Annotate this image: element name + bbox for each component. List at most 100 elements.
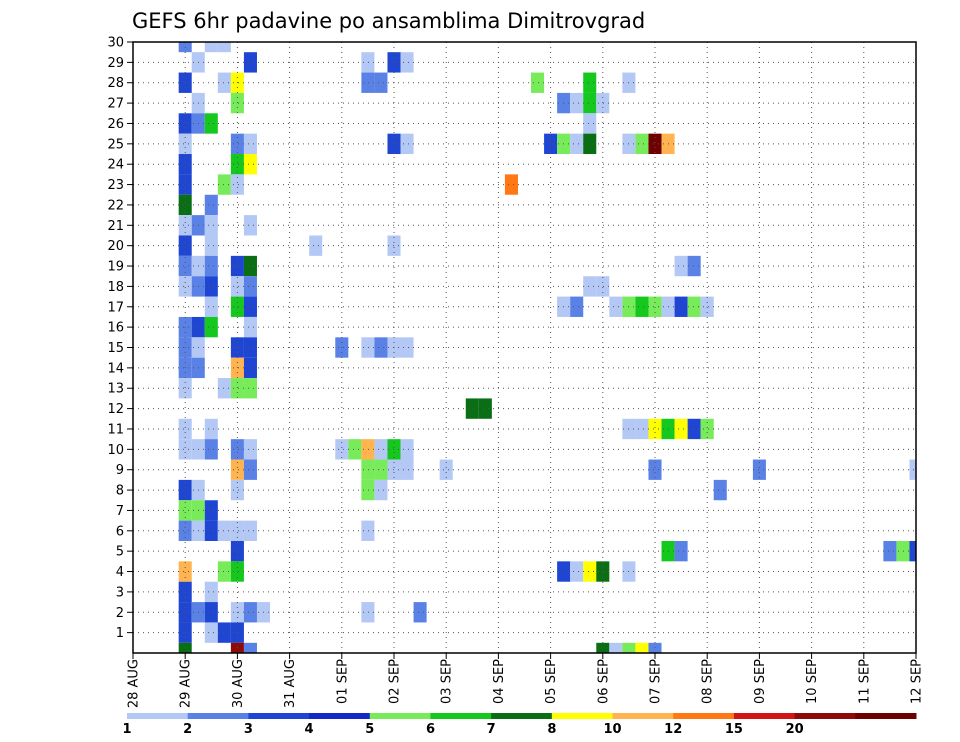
x-tick-label: 09 SEP	[753, 659, 768, 704]
precip-cell	[374, 479, 388, 501]
precip-cell	[361, 72, 375, 93]
precip-cell	[752, 459, 766, 480]
precip-cell	[309, 235, 323, 256]
precip-cell	[243, 52, 257, 73]
colorbar: 1 2 3 4 5 6 7 8 10 12 15 20	[122, 713, 917, 737]
precip-cell	[243, 296, 257, 317]
precip-cell	[178, 581, 192, 603]
precip-cell	[400, 133, 414, 155]
precip-cell	[243, 602, 257, 623]
colorbar-swatch	[309, 713, 371, 719]
precip-cell	[204, 622, 218, 643]
precip-cell	[217, 72, 231, 93]
x-tick-label: 29 AUG	[179, 659, 194, 708]
colorbar-label: 1	[122, 722, 131, 737]
precip-cell	[674, 418, 688, 440]
precip-cell	[583, 561, 597, 582]
precip-cell	[178, 561, 192, 582]
y-tick-label: 21	[107, 219, 124, 234]
grid-layer	[133, 42, 916, 653]
x-tick-label: 10 SEP	[805, 659, 820, 704]
y-tick-label: 14	[107, 361, 124, 376]
y-tick-label: 9	[116, 463, 124, 478]
precip-cell	[243, 642, 257, 653]
precip-cell	[583, 113, 597, 134]
x-tick-label: 31 AUG	[283, 659, 298, 708]
precip-cell	[400, 337, 414, 358]
colorbar-swatch	[673, 713, 735, 719]
x-tick-label: 05 SEP	[544, 659, 559, 704]
x-tick-label: 02 SEP	[388, 659, 403, 704]
colorbar-label: 8	[547, 722, 556, 737]
x-tick-label: 08 SEP	[701, 659, 716, 704]
precip-cell	[478, 398, 492, 419]
precip-cell	[648, 459, 662, 480]
x-tick-label: 07 SEP	[649, 659, 664, 704]
precip-cell	[178, 479, 192, 501]
x-tick-label: 11 SEP	[857, 659, 872, 704]
precip-cell	[178, 174, 192, 195]
precip-cell	[243, 459, 257, 480]
precip-cell	[374, 459, 388, 480]
precip-cell	[596, 561, 610, 582]
precip-cell	[544, 133, 558, 155]
precip-cell	[531, 72, 545, 93]
y-tick-label: 16	[107, 321, 124, 336]
precip-cell	[335, 439, 349, 460]
precip-cell	[204, 581, 218, 603]
x-tick-label: 06 SEP	[596, 659, 611, 704]
precip-cell	[178, 154, 192, 175]
precip-cell	[909, 459, 916, 480]
y-tick-label: 15	[107, 341, 124, 356]
x-tick-label: 01 SEP	[335, 659, 350, 704]
precip-cell	[896, 540, 910, 562]
precip-cell	[230, 174, 244, 195]
precip-cell	[504, 174, 518, 195]
precip-cell	[243, 439, 257, 460]
precip-cell	[674, 540, 688, 562]
y-tick-label: 29	[107, 56, 124, 71]
colorbar-swatch	[369, 713, 431, 719]
y-tick-label: 30	[107, 36, 124, 51]
precip-cell	[687, 296, 701, 317]
colorbar-label: 6	[426, 722, 435, 737]
precip-cell	[570, 561, 584, 582]
precip-cell	[243, 520, 257, 541]
precip-cell	[596, 276, 610, 297]
precip-cell	[178, 276, 192, 297]
precip-cell	[217, 42, 231, 53]
precip-cell	[400, 439, 414, 460]
precip-cell	[348, 439, 362, 460]
precip-cell	[178, 255, 192, 277]
chart-title: GEFS 6hr padavine po ansamblima Dimitrov…	[132, 9, 645, 33]
y-tick-label: 7	[116, 504, 124, 519]
precip-cell	[883, 540, 897, 562]
precip-cell	[178, 500, 192, 521]
precip-cell	[361, 52, 375, 73]
precip-cell	[204, 215, 218, 236]
precip-cell	[674, 255, 688, 277]
precip-cell	[687, 418, 701, 440]
y-tick-label: 2	[116, 606, 124, 621]
x-tick-label: 30 AUG	[231, 659, 246, 708]
colorbar-swatch	[187, 713, 249, 719]
y-tick-label: 23	[107, 178, 124, 193]
y-tick-label: 1	[116, 626, 124, 641]
colorbar-swatch	[612, 713, 674, 719]
precip-cell	[204, 602, 218, 623]
precip-cell	[635, 296, 649, 317]
precip-cell	[361, 602, 375, 623]
colorbar-swatch	[491, 713, 553, 719]
precip-cell	[178, 520, 192, 541]
precip-cell	[243, 276, 257, 297]
y-axis: 1234567891011121314151617181920212223242…	[107, 36, 133, 641]
precip-cell	[230, 561, 244, 582]
precip-cell	[230, 378, 244, 399]
precip-cell	[570, 133, 584, 155]
precip-cell	[361, 479, 375, 501]
precip-cell	[217, 174, 231, 195]
precip-cell	[230, 540, 244, 562]
precip-cell	[635, 418, 649, 440]
precip-cell	[583, 276, 597, 297]
